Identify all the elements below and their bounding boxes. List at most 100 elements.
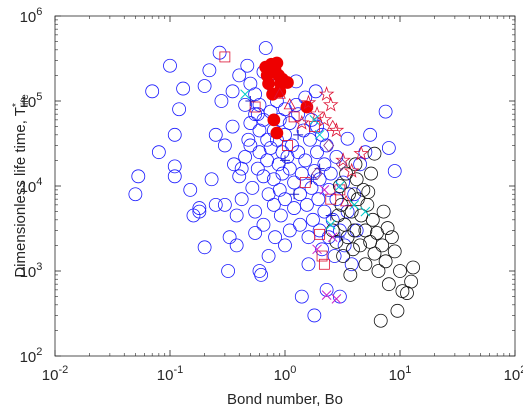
data-point-open-circle — [296, 123, 311, 138]
data-point-open-circle — [145, 84, 160, 99]
y-tick-label-exp: 3 — [36, 261, 42, 273]
data-point-cross — [360, 206, 371, 217]
data-point-open-circle — [367, 246, 382, 261]
data-point-open-circle — [367, 146, 382, 161]
x-tick-label: 102 — [504, 364, 523, 384]
data-point-open-circle — [373, 313, 388, 328]
data-point-open-circle — [260, 132, 275, 147]
data-point-square — [334, 184, 346, 196]
x-tick-label-exp: -1 — [173, 364, 183, 376]
data-point-open-circle — [336, 249, 350, 263]
data-point-open-circle — [275, 166, 290, 181]
data-point-open-circle — [329, 149, 344, 164]
data-point-open-circle — [248, 204, 263, 219]
data-point-open-circle — [131, 169, 146, 184]
data-point-open-circle — [339, 166, 354, 181]
data-point-square — [249, 101, 261, 113]
data-point-open-circle — [192, 201, 207, 215]
data-point-open-circle — [282, 116, 297, 130]
data-point-open-circle — [208, 127, 223, 142]
data-point-square — [299, 177, 311, 188]
data-point-cross — [240, 89, 250, 100]
data-point-open-circle — [306, 212, 320, 227]
data-point-cross — [331, 294, 342, 304]
axis-ticks: 10-210-1100101102102103104105106 — [20, 6, 523, 384]
y-tick-label: 105 — [20, 91, 43, 111]
data-point-open-circle — [176, 81, 191, 96]
data-point-open-circle — [261, 249, 276, 263]
data-point-open-circle — [301, 257, 316, 272]
data-point-open-circle — [327, 249, 342, 263]
data-point-open-circle — [256, 169, 271, 184]
data-point-square — [314, 228, 326, 240]
data-point-open-circle — [332, 289, 347, 304]
y-tick-label-exp: 4 — [36, 176, 42, 188]
x-tick-label-base: 10 — [274, 367, 291, 384]
data-point-open-circle — [273, 208, 288, 223]
data-point-filled-circle — [264, 57, 278, 71]
data-point-open-circle — [307, 308, 322, 323]
data-point-star — [300, 94, 317, 110]
y-tick-label: 103 — [20, 261, 43, 281]
data-point-open-circle — [358, 257, 373, 272]
data-point-plus — [245, 96, 256, 106]
data-point-open-circle — [183, 182, 198, 197]
y-axis-label-sub: life — [20, 94, 31, 107]
data-point-open-circle — [343, 267, 358, 282]
data-point-open-circle — [387, 244, 402, 259]
data-point-star — [328, 122, 345, 138]
data-point-diamond — [311, 166, 323, 181]
data-point-open-circle — [225, 84, 240, 99]
data-point-open-circle — [363, 127, 378, 142]
x-tick-label-exp: 1 — [405, 364, 411, 376]
y-tick-label-base: 10 — [20, 179, 37, 196]
x-tick-label-base: 10 — [504, 367, 521, 384]
data-point-open-circle — [229, 208, 244, 223]
data-point-open-circle — [329, 192, 344, 207]
data-point-filled-circle — [262, 77, 275, 91]
data-point-triangle — [273, 87, 286, 99]
data-point-open-circle — [347, 187, 362, 202]
data-point-open-circle — [340, 131, 355, 146]
x-tick-label: 101 — [389, 364, 412, 384]
data-point-open-circle — [245, 180, 260, 195]
data-point-square — [282, 140, 293, 151]
data-point-open-circle — [381, 141, 396, 155]
data-point-open-circle — [250, 161, 265, 176]
data-point-open-circle — [387, 164, 402, 178]
data-point-open-circle — [222, 230, 237, 245]
data-point-open-circle — [252, 97, 267, 112]
data-point-open-circle — [268, 230, 282, 245]
data-point-open-circle — [167, 169, 182, 184]
x-tick-label: 100 — [274, 364, 297, 384]
data-point-open-circle — [378, 254, 393, 269]
data-point-open-circle — [349, 223, 364, 238]
data-point-open-circle — [248, 107, 263, 122]
data-point-open-circle — [227, 157, 241, 172]
y-tick-label-base: 10 — [20, 264, 37, 281]
data-point-plus — [306, 174, 317, 185]
data-point-open-circle — [381, 277, 396, 292]
data-point-open-circle — [243, 138, 258, 153]
data-point-square — [219, 51, 231, 63]
data-point-open-circle — [353, 157, 368, 172]
data-point-open-circle — [241, 132, 256, 147]
data-point-cross — [327, 232, 338, 243]
data-point-diamond — [335, 157, 348, 171]
data-point-open-circle — [317, 157, 332, 172]
data-point-open-circle — [167, 159, 182, 174]
data-point-open-circle — [376, 204, 391, 219]
data-point-plus — [334, 232, 345, 243]
data-point-open-circle — [346, 242, 360, 257]
data-point-open-circle — [238, 97, 253, 112]
data-point-open-circle — [217, 138, 232, 153]
data-point-open-circle — [293, 217, 307, 232]
data-point-open-circle — [229, 238, 244, 253]
data-point-cross — [335, 181, 345, 191]
data-point-open-circle — [390, 303, 405, 318]
data-point-open-circle — [252, 123, 267, 138]
data-point-plus — [289, 189, 300, 200]
data-point-open-circle — [303, 132, 317, 147]
y-tick-label-exp: 2 — [36, 346, 42, 358]
